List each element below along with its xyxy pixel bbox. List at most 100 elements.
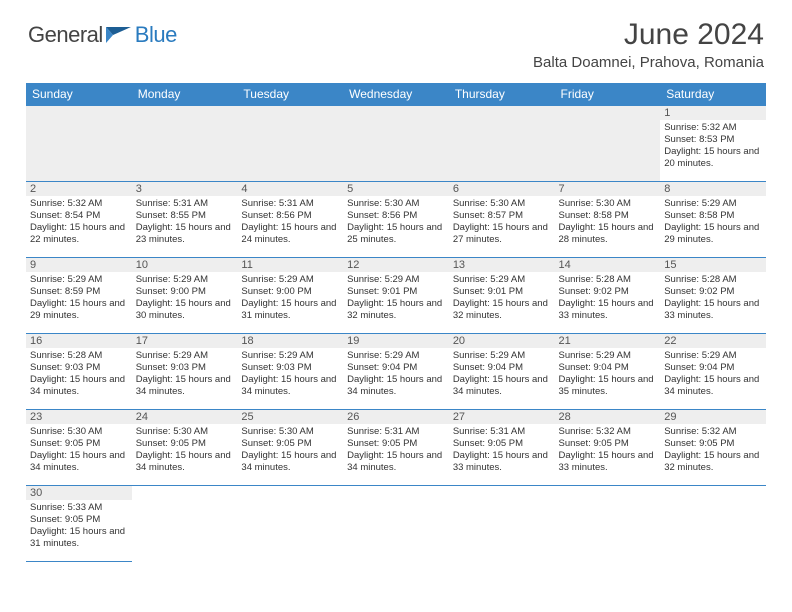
sunrise-line: Sunrise: 5:33 AM — [30, 502, 128, 514]
day-number: 9 — [26, 258, 132, 272]
day-number: 3 — [132, 182, 238, 196]
day-details: Sunrise: 5:30 AMSunset: 9:05 PMDaylight:… — [237, 424, 343, 476]
day-number: 30 — [26, 486, 132, 500]
day-details: Sunrise: 5:29 AMSunset: 9:01 PMDaylight:… — [343, 272, 449, 324]
calendar-cell — [449, 486, 555, 562]
sunrise-line: Sunrise: 5:32 AM — [664, 122, 762, 134]
daylight-line: Daylight: 15 hours and 34 minutes. — [136, 450, 234, 474]
calendar-week-row: 9Sunrise: 5:29 AMSunset: 8:59 PMDaylight… — [26, 258, 766, 334]
sunrise-line: Sunrise: 5:28 AM — [30, 350, 128, 362]
day-details: Sunrise: 5:29 AMSunset: 9:04 PMDaylight:… — [555, 348, 661, 400]
sunrise-line: Sunrise: 5:30 AM — [559, 198, 657, 210]
calendar-cell: 7Sunrise: 5:30 AMSunset: 8:58 PMDaylight… — [555, 182, 661, 258]
day-number: 25 — [237, 410, 343, 424]
day-number: 19 — [343, 334, 449, 348]
daylight-line: Daylight: 15 hours and 25 minutes. — [347, 222, 445, 246]
sunrise-line: Sunrise: 5:31 AM — [347, 426, 445, 438]
calendar-cell: 4Sunrise: 5:31 AMSunset: 8:56 PMDaylight… — [237, 182, 343, 258]
sunset-line: Sunset: 8:59 PM — [30, 286, 128, 298]
day-details: Sunrise: 5:32 AMSunset: 9:05 PMDaylight:… — [555, 424, 661, 476]
day-number: 11 — [237, 258, 343, 272]
sunset-line: Sunset: 8:57 PM — [453, 210, 551, 222]
day-number: 20 — [449, 334, 555, 348]
calendar-cell: 19Sunrise: 5:29 AMSunset: 9:04 PMDayligh… — [343, 334, 449, 410]
calendar-week-row: 1Sunrise: 5:32 AMSunset: 8:53 PMDaylight… — [26, 106, 766, 182]
day-details: Sunrise: 5:30 AMSunset: 8:58 PMDaylight:… — [555, 196, 661, 248]
calendar-cell: 27 Sunrise: 5:31 AMSunset: 9:05 PMDayligh… — [449, 410, 555, 486]
sunset-line: Sunset: 8:55 PM — [136, 210, 234, 222]
day-header-row: Sunday Monday Tuesday Wednesday Thursday… — [26, 83, 766, 106]
sunrise-line: Sunrise: 5:31 AM — [453, 426, 551, 438]
day-number: 4 — [237, 182, 343, 196]
day-details: Sunrise: 5:29 AMSunset: 9:03 PMDaylight:… — [237, 348, 343, 400]
calendar-cell: 2Sunrise: 5:32 AMSunset: 8:54 PMDaylight… — [26, 182, 132, 258]
day-details: Sunrise: 5:30 AMSunset: 8:56 PMDaylight:… — [343, 196, 449, 248]
sunrise-line: Sunrise: 5:29 AM — [241, 274, 339, 286]
calendar-cell: 28Sunrise: 5:32 AMSunset: 9:05 PMDayligh… — [555, 410, 661, 486]
calendar-week-row: 16Sunrise: 5:28 AMSunset: 9:03 PMDayligh… — [26, 334, 766, 410]
day-number: 13 — [449, 258, 555, 272]
sunrise-line: Sunrise: 5:29 AM — [30, 274, 128, 286]
sunset-line: Sunset: 9:04 PM — [453, 362, 551, 374]
daylight-line: Daylight: 15 hours and 34 minutes. — [453, 374, 551, 398]
title-block: June 2024 Balta Doamnei, Prahova, Romani… — [533, 18, 764, 71]
day-details: Sunrise: 5:31 AMSunset: 8:55 PMDaylight:… — [132, 196, 238, 248]
day-number: 26 — [343, 410, 449, 424]
sunrise-line: Sunrise: 5:29 AM — [453, 350, 551, 362]
sunset-line: Sunset: 9:05 PM — [559, 438, 657, 450]
calendar-week-row: 30Sunrise: 5:33 AMSunset: 9:05 PMDayligh… — [26, 486, 766, 562]
daylight-line: Daylight: 15 hours and 27 minutes. — [453, 222, 551, 246]
calendar-cell: 5Sunrise: 5:30 AMSunset: 8:56 PMDaylight… — [343, 182, 449, 258]
sunset-line: Sunset: 9:02 PM — [559, 286, 657, 298]
sunset-line: Sunset: 9:00 PM — [136, 286, 234, 298]
sunset-line: Sunset: 9:04 PM — [347, 362, 445, 374]
calendar-cell: 18Sunrise: 5:29 AMSunset: 9:03 PMDayligh… — [237, 334, 343, 410]
sunset-line: Sunset: 8:56 PM — [241, 210, 339, 222]
sunset-line: Sunset: 8:53 PM — [664, 134, 762, 146]
day-header: Saturday — [660, 83, 766, 106]
sunrise-line: Sunrise: 5:30 AM — [453, 198, 551, 210]
day-header: Monday — [132, 83, 238, 106]
sunset-line: Sunset: 9:05 PM — [453, 438, 551, 450]
daylight-line: Daylight: 15 hours and 23 minutes. — [136, 222, 234, 246]
sunset-line: Sunset: 8:56 PM — [347, 210, 445, 222]
daylight-line: Daylight: 15 hours and 33 minutes. — [664, 298, 762, 322]
calendar-cell: 21Sunrise: 5:29 AMSunset: 9:04 PMDayligh… — [555, 334, 661, 410]
day-details: Sunrise: 5:29 AMSunset: 9:04 PMDaylight:… — [343, 348, 449, 400]
sunrise-line: Sunrise: 5:29 AM — [241, 350, 339, 362]
calendar-week-row: 2Sunrise: 5:32 AMSunset: 8:54 PMDaylight… — [26, 182, 766, 258]
calendar-cell: 15Sunrise: 5:28 AMSunset: 9:02 PMDayligh… — [660, 258, 766, 334]
daylight-line: Daylight: 15 hours and 34 minutes. — [30, 450, 128, 474]
daylight-line: Daylight: 15 hours and 34 minutes. — [347, 374, 445, 398]
daylight-line: Daylight: 15 hours and 35 minutes. — [559, 374, 657, 398]
sunset-line: Sunset: 9:05 PM — [347, 438, 445, 450]
sunrise-line: Sunrise: 5:28 AM — [664, 274, 762, 286]
sunrise-line: Sunrise: 5:32 AM — [559, 426, 657, 438]
calendar-cell: 8Sunrise: 5:29 AMSunset: 8:58 PMDaylight… — [660, 182, 766, 258]
daylight-line: Daylight: 15 hours and 33 minutes. — [453, 450, 551, 474]
daylight-line: Daylight: 15 hours and 29 minutes. — [664, 222, 762, 246]
day-header: Thursday — [449, 83, 555, 106]
day-number: 27 — [449, 410, 555, 424]
sunrise-line: Sunrise: 5:32 AM — [30, 198, 128, 210]
day-details: Sunrise: 5:29 AMSunset: 8:58 PMDaylight:… — [660, 196, 766, 248]
day-details: Sunrise: 5:30 AMSunset: 9:05 PMDaylight:… — [132, 424, 238, 476]
calendar-cell: 10Sunrise: 5:29 AMSunset: 9:00 PMDayligh… — [132, 258, 238, 334]
day-details: Sunrise: 5:33 AMSunset: 9:05 PMDaylight:… — [26, 500, 132, 552]
sunrise-line: Sunrise: 5:29 AM — [347, 350, 445, 362]
sunset-line: Sunset: 8:54 PM — [30, 210, 128, 222]
calendar-cell: 24Sunrise: 5:30 AMSunset: 9:05 PMDayligh… — [132, 410, 238, 486]
calendar-cell: 11Sunrise: 5:29 AMSunset: 9:00 PMDayligh… — [237, 258, 343, 334]
sunset-line: Sunset: 8:58 PM — [664, 210, 762, 222]
day-details: Sunrise: 5:28 AMSunset: 9:02 PMDaylight:… — [555, 272, 661, 324]
calendar-cell — [132, 106, 238, 182]
calendar-cell — [660, 486, 766, 562]
day-number: 10 — [132, 258, 238, 272]
day-details: Sunrise: 5:28 AMSunset: 9:03 PMDaylight:… — [26, 348, 132, 400]
sunrise-line: Sunrise: 5:32 AM — [664, 426, 762, 438]
sunrise-line: Sunrise: 5:30 AM — [30, 426, 128, 438]
day-details: Sunrise: 5:30 AMSunset: 8:57 PMDaylight:… — [449, 196, 555, 248]
daylight-line: Daylight: 15 hours and 24 minutes. — [241, 222, 339, 246]
calendar-week-row: 23Sunrise: 5:30 AMSunset: 9:05 PMDayligh… — [26, 410, 766, 486]
daylight-line: Daylight: 15 hours and 34 minutes. — [347, 450, 445, 474]
